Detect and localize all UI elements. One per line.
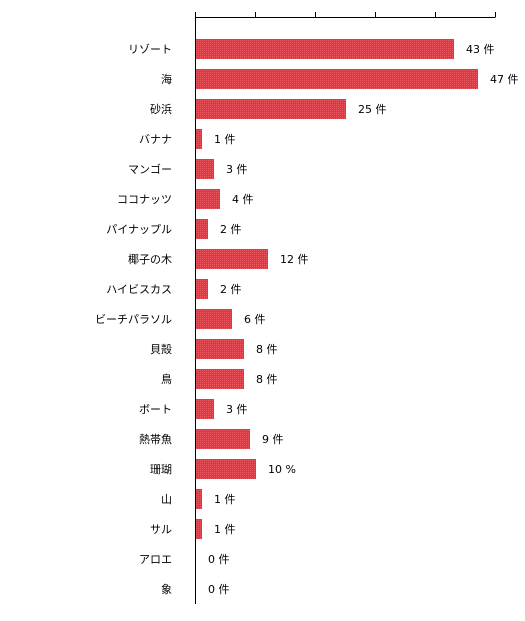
data-label: 43 件 bbox=[466, 43, 495, 56]
bar bbox=[196, 159, 214, 179]
bar bbox=[196, 309, 232, 329]
data-label: 6 件 bbox=[244, 313, 266, 326]
category-label: 象 bbox=[161, 583, 172, 596]
category-label: ボート bbox=[139, 403, 172, 416]
bar bbox=[196, 189, 220, 209]
bar bbox=[196, 249, 268, 269]
bar bbox=[196, 69, 478, 89]
data-label: 1 件 bbox=[214, 133, 236, 146]
bar bbox=[196, 99, 346, 119]
bar bbox=[196, 279, 208, 299]
data-label: 12 件 bbox=[280, 253, 309, 266]
bar bbox=[196, 39, 454, 59]
data-label: 2 件 bbox=[220, 223, 242, 236]
category-label: リゾート bbox=[128, 43, 172, 56]
category-label: 砂浜 bbox=[150, 103, 172, 116]
bar bbox=[196, 519, 202, 539]
data-label: 1 件 bbox=[214, 493, 236, 506]
category-label: ココナッツ bbox=[117, 193, 172, 206]
bar bbox=[196, 399, 214, 419]
category-label: 貝殻 bbox=[150, 342, 172, 356]
category-label: アロエ bbox=[139, 553, 172, 566]
data-label: 10 % bbox=[268, 463, 296, 476]
category-label: 熱帯魚 bbox=[139, 433, 172, 446]
category-label: 椰子の木 bbox=[128, 252, 172, 266]
data-label: 1 件 bbox=[214, 523, 236, 536]
data-label: 9 件 bbox=[262, 433, 284, 446]
data-label: 25 件 bbox=[358, 103, 387, 116]
bar bbox=[196, 459, 256, 479]
category-label: パイナップル bbox=[106, 223, 172, 236]
bar bbox=[196, 489, 202, 509]
data-label: 0 件 bbox=[208, 583, 230, 596]
data-label: 2 件 bbox=[220, 283, 242, 296]
category-label: 海 bbox=[161, 72, 172, 86]
data-label: 3 件 bbox=[226, 163, 248, 176]
category-label: 珊瑚 bbox=[150, 463, 172, 476]
data-label: 0 件 bbox=[208, 553, 230, 566]
bar bbox=[196, 129, 202, 149]
bars-group bbox=[196, 39, 478, 539]
data-label: 3 件 bbox=[226, 403, 248, 416]
bar bbox=[196, 219, 208, 239]
category-label: バナナ bbox=[139, 133, 172, 146]
data-label: 4 件 bbox=[232, 193, 254, 206]
category-label: 鳥 bbox=[161, 372, 172, 386]
category-label: 山 bbox=[161, 493, 172, 506]
bar bbox=[196, 369, 244, 389]
data-label: 47 件 bbox=[490, 73, 519, 86]
axis-group bbox=[195, 12, 496, 604]
category-label: ビーチパラソル bbox=[95, 313, 172, 326]
bar bbox=[196, 339, 244, 359]
data-label: 8 件 bbox=[256, 373, 278, 386]
data-label: 8 件 bbox=[256, 343, 278, 356]
category-label: マンゴー bbox=[128, 162, 172, 176]
bar bbox=[196, 429, 250, 449]
category-label: サル bbox=[150, 523, 172, 536]
category-label: ハイビスカス bbox=[106, 283, 172, 296]
